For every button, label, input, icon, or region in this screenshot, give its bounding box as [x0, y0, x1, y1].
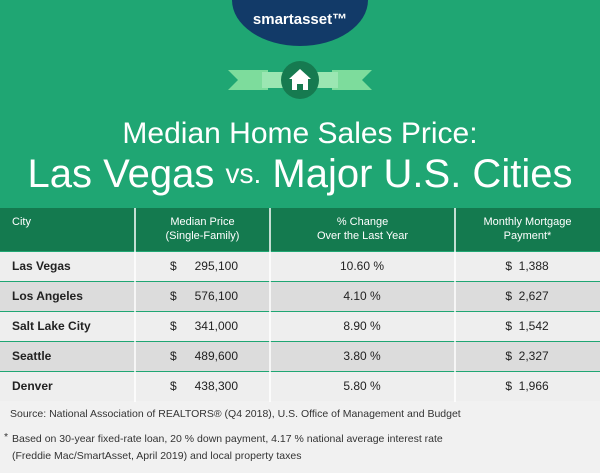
row-bg	[0, 282, 600, 311]
column-header: % Change	[337, 216, 388, 228]
house-icon	[289, 69, 311, 90]
currency: $	[170, 319, 177, 333]
currency: $	[170, 349, 177, 363]
column-header: Monthly Mortgage	[483, 216, 571, 228]
currency: $	[170, 259, 177, 273]
title-middle: vs.	[225, 158, 261, 189]
row-bg	[0, 372, 600, 401]
mortgage-payment: $ 2,627	[505, 289, 549, 303]
title-left: Las Vegas	[28, 152, 215, 196]
median-price: 576,100	[195, 289, 239, 303]
footer-bg	[0, 401, 600, 473]
median-price: 438,300	[195, 379, 239, 393]
percent-change: 4.10 %	[343, 289, 381, 303]
row-bg	[0, 312, 600, 341]
logo: smartasset™	[253, 11, 347, 28]
percent-change: 8.90 %	[343, 319, 381, 333]
column-header: Median Price	[170, 216, 234, 228]
footnote-mark: *	[4, 431, 8, 443]
ribbon-left	[228, 70, 268, 90]
city: Los Angeles	[12, 289, 83, 303]
footnote-line: (Freddie Mac/SmartAsset, April 2019) and…	[12, 450, 301, 462]
title-line1: Median Home Sales Price:	[122, 117, 477, 150]
median-price: 489,600	[195, 349, 239, 363]
logo-badge	[232, 0, 368, 46]
median-price: 295,100	[195, 259, 239, 273]
percent-change: 10.60 %	[340, 259, 384, 273]
ribbon-right	[332, 70, 372, 90]
column-header: Over the Last Year	[317, 230, 408, 242]
city: Seattle	[12, 349, 52, 363]
mortgage-payment: $ 1,388	[505, 259, 549, 273]
currency: $	[170, 289, 177, 303]
title-line2: Las Vegas vs. Major U.S. Cities	[28, 152, 573, 196]
row-bg	[0, 342, 600, 371]
footnote-line: Based on 30-year fixed-rate loan, 20 % d…	[12, 433, 443, 445]
column-header: City	[12, 216, 31, 228]
city: Salt Lake City	[12, 319, 91, 333]
mortgage-payment: $ 1,542	[505, 319, 549, 333]
mortgage-payment: $ 1,966	[505, 379, 549, 393]
percent-change: 3.80 %	[343, 349, 381, 363]
column-header: Payment*	[504, 230, 552, 242]
currency: $	[170, 379, 177, 393]
city: Denver	[12, 379, 53, 393]
percent-change: 5.80 %	[343, 379, 381, 393]
column-header: (Single-Family)	[166, 230, 240, 242]
mortgage-payment: $ 2,327	[505, 349, 549, 363]
city: Las Vegas	[12, 259, 71, 273]
source: Source: National Association of REALTORS…	[10, 408, 461, 420]
median-price: 341,000	[195, 319, 239, 333]
title-right: Major U.S. Cities	[272, 152, 572, 196]
row-bg	[0, 252, 600, 281]
table-header-bg	[0, 208, 600, 251]
